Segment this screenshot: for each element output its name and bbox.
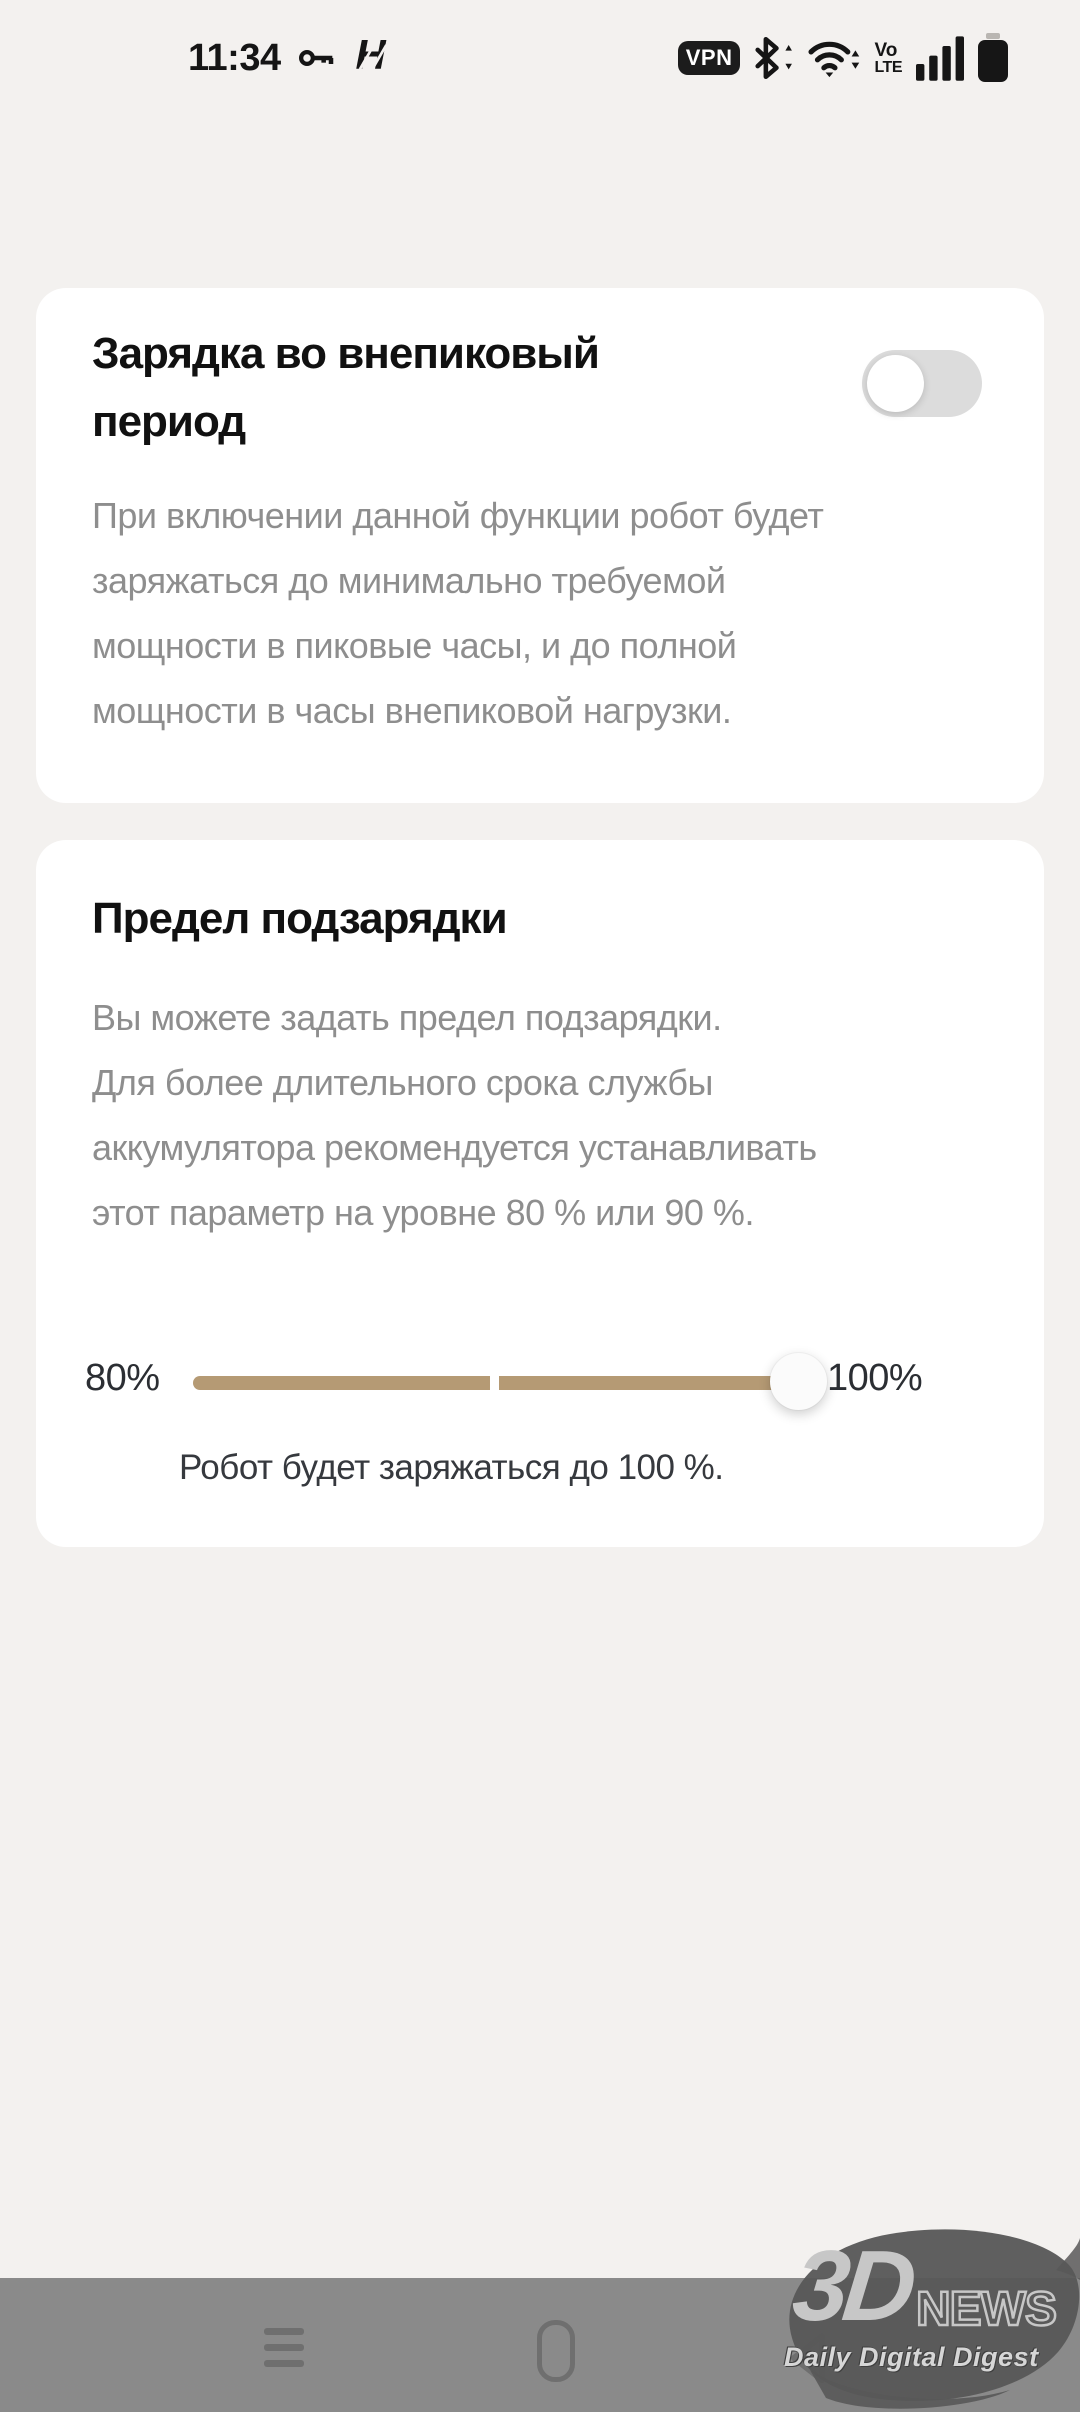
status-bar: 11:34 H VPN — [0, 0, 1080, 100]
hatched-h-icon: H — [353, 31, 391, 83]
charge-limit-slider[interactable] — [193, 1376, 801, 1390]
offpeak-toggle-knob[interactable] — [867, 355, 924, 412]
slider-thumb[interactable] — [770, 1353, 827, 1410]
header: Аккумулятор — [0, 140, 1080, 350]
charge-limit-card: Предел подзарядки Вы можете задать преде… — [36, 840, 1044, 1547]
status-bar-left: 11:34 H — [188, 31, 391, 83]
slider-max-label: 100% — [827, 1357, 923, 1399]
clock: 11:34 — [188, 36, 281, 79]
battery-icon — [978, 33, 1008, 83]
slider-min-label: 80% — [85, 1357, 160, 1399]
key-icon — [298, 50, 333, 66]
nav-menu-button[interactable] — [264, 2322, 304, 2372]
charge-limit-title: Предел подзарядки — [92, 894, 508, 943]
nav-back-button[interactable] — [786, 2330, 832, 2386]
vpn-badge: VPN — [677, 41, 741, 75]
bluetooth-icon — [755, 36, 793, 80]
offpeak-charging-card: Зарядка во внепиковый период При включен… — [36, 288, 1044, 803]
signal-icon — [916, 36, 964, 81]
status-bar-right: VPN Vo LTE — [677, 32, 1008, 84]
charge-limit-caption: Робот будет заряжаться до 100 %. — [179, 1448, 724, 1487]
offpeak-toggle[interactable] — [862, 350, 982, 417]
slider-90-tick — [490, 1376, 499, 1390]
offpeak-card-title: Зарядка во внепиковый период — [92, 329, 600, 446]
offpeak-card-description: При включении данной функции робот будет… — [92, 495, 824, 731]
volte-icon: Vo LTE — [874, 39, 902, 76]
wifi-icon — [808, 41, 860, 78]
charge-limit-description: Вы можете задать предел подзарядки. Для … — [92, 997, 817, 1233]
nav-home-button[interactable] — [537, 2320, 575, 2382]
